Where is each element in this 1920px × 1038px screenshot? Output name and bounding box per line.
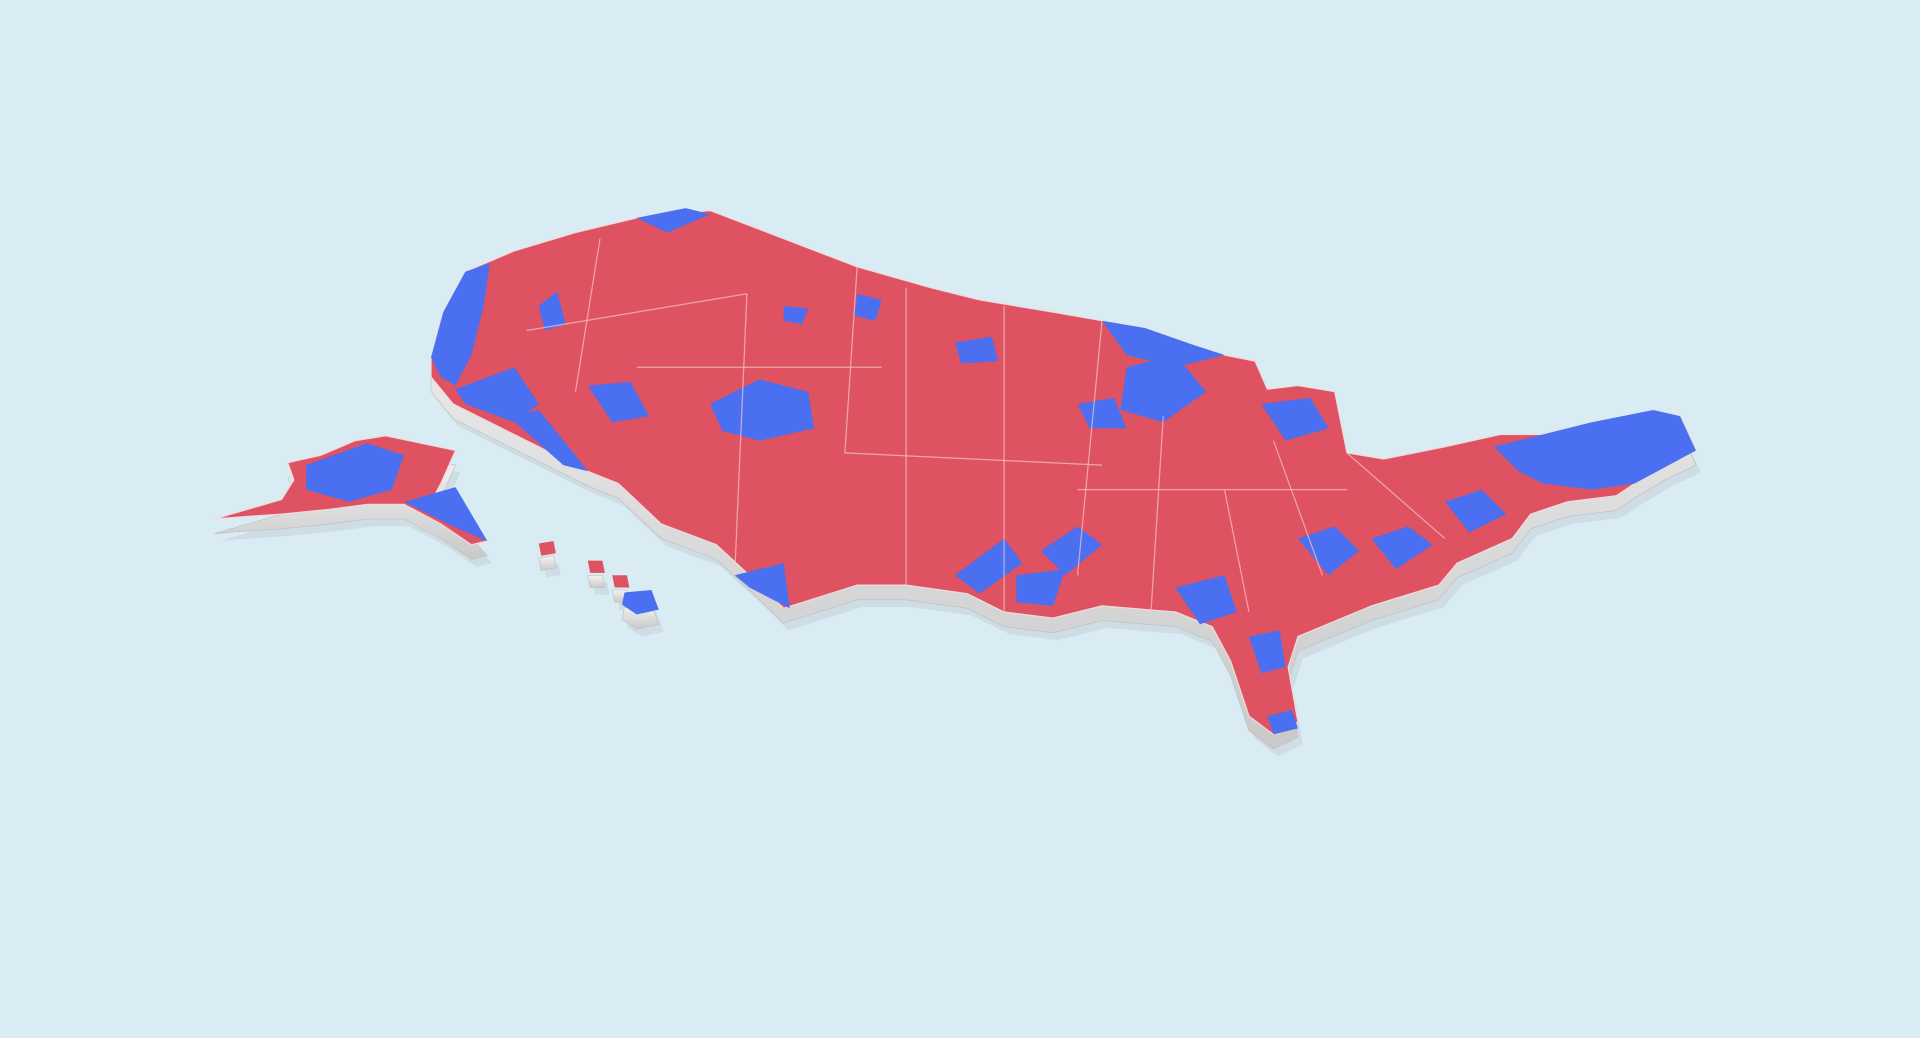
map-top-faces [214, 209, 1697, 736]
democrat-county-cluster [710, 379, 815, 441]
democrat-county-cluster [538, 291, 566, 331]
democrat-county-cluster [854, 293, 882, 321]
democrat-county-cluster [1248, 630, 1286, 674]
state-border [1346, 452, 1446, 540]
democrat-county-cluster [955, 336, 998, 364]
state-borders [526, 238, 1446, 613]
democrat-county-cluster [455, 367, 539, 423]
democrat-county-cluster [1444, 489, 1507, 533]
extrusion-side-2 [538, 555, 557, 571]
state-border [526, 293, 748, 332]
state-border [844, 266, 858, 453]
state-border [734, 293, 748, 576]
state-border [574, 238, 601, 392]
hawaii-island [538, 541, 556, 556]
democrat-county-cluster [306, 443, 405, 502]
democrat-county-cluster [508, 410, 588, 472]
democrat-county-cluster [783, 306, 809, 325]
state-border [1272, 440, 1324, 576]
state-border [1223, 489, 1250, 613]
democrat-county-cluster [404, 487, 488, 542]
democrat-county-cluster [636, 208, 711, 233]
democrat-county-cluster [1040, 526, 1103, 576]
state-border [1076, 320, 1103, 576]
hawaii-island [622, 589, 659, 615]
democrat-county-cluster [587, 381, 649, 423]
democrat-county-cluster [431, 263, 490, 386]
state-border [1150, 416, 1164, 613]
democrat-county-cluster [1371, 526, 1433, 570]
democrat-county-cluster [1016, 569, 1066, 606]
extrusion-side-3 [587, 575, 606, 588]
democrat-counties [306, 208, 1696, 735]
democrat-county-cluster [955, 538, 1023, 594]
democrat-county-cluster [1261, 397, 1329, 441]
democrat-county-cluster [1077, 397, 1127, 429]
hawaii-island [587, 560, 605, 573]
democrat-county-cluster [1297, 526, 1360, 576]
state-border [844, 452, 1103, 466]
democrat-county-cluster [1175, 575, 1237, 625]
democrat-county-cluster [734, 563, 790, 609]
hawaii-island [612, 575, 630, 588]
democrat-county-cluster [1267, 709, 1298, 735]
democrat-county-cluster [1493, 410, 1696, 490]
democrat-county-cluster [1120, 354, 1207, 423]
contiguous-us [430, 209, 1697, 736]
democrat-county-cluster [1102, 320, 1225, 368]
